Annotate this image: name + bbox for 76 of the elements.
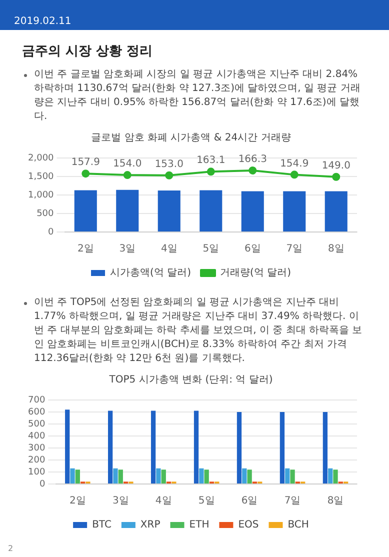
point — [81, 170, 90, 178]
bar — [236, 412, 242, 484]
y-tick-label: 1,000 — [28, 190, 54, 200]
x-tick-label: 3일 — [118, 244, 136, 255]
bar — [118, 470, 122, 484]
y-tick-label: 500 — [27, 419, 45, 430]
bar — [284, 468, 290, 484]
chart-title: TOP5 시가총액 변화 (단위: 억 달러) — [108, 374, 272, 386]
point — [332, 172, 340, 181]
x-tick-label: 4일 — [154, 496, 172, 507]
text: 이번 주 TOP5에 선정된 암호화폐의 일 평균 시가총액은 지난주 대비 1.77% 하락했으며, 일 평균 거래량은 지난주 대비 37.49% 하락했다. 이번 주 대부분의 암호화폐는 하락 추세를 보였으며, 이 중 최대 하락폭을 보인 암호화폐는 비트코인캐시(BCH)로 8.33% 하락하여 주간 최저 가격 112.36달러(한화 약 12만 6천 원)를 기록했다. — [34, 297, 362, 364]
bar — [322, 412, 328, 484]
y-tick-label: 500 — [36, 208, 54, 219]
text: 2019.02.11 — [14, 16, 72, 27]
bar — [198, 468, 204, 484]
bar — [193, 410, 198, 484]
data-label: 153.0 — [154, 158, 183, 170]
point — [122, 171, 131, 180]
data-label: 149.0 — [321, 160, 350, 172]
point — [248, 166, 256, 174]
x-tick-label: 8일 — [327, 244, 344, 255]
x-tick-label: 2일 — [76, 244, 94, 255]
x-tick-label: 5일 — [198, 496, 214, 507]
y-tick-label: 200 — [27, 455, 45, 466]
bar — [328, 468, 332, 484]
legend-label: 시가총액(억 달러) — [110, 268, 191, 279]
x-tick-label: 7일 — [286, 244, 302, 255]
text: 이번 주 글로벌 암호화폐 시장의 일 평균 시가총액은 지난주 대비 2.84% 하락하며 1130.67억 달러(한화 약 127.3조)에 달하였으며, 일 평균 거래량은 지난주 대비 0.95% 하락한 156.87억 달러(한화 약 17.6조)에 달했다. — [34, 69, 360, 122]
chart-title: 글로벌 암호 화폐 시가총액 & 24시간 거래량 — [90, 132, 290, 144]
y-tick-label: 700 — [27, 395, 45, 406]
y-tick-label: 300 — [27, 443, 45, 454]
legend-label: BTC — [92, 520, 111, 531]
bar — [150, 410, 156, 484]
data-label: 163.1 — [196, 155, 225, 166]
bar — [242, 468, 246, 484]
text: 2 — [8, 544, 14, 553]
legend-label: EOS — [238, 520, 258, 531]
text: 금주의 시장 상황 정리 — [22, 43, 154, 60]
y-tick-label: 400 — [27, 431, 45, 442]
y-tick-label: 2,000 — [28, 153, 54, 164]
data-label: 166.3 — [238, 154, 266, 166]
bar — [279, 412, 284, 484]
legend-label: BCH — [287, 520, 308, 531]
point — [206, 168, 214, 176]
legend-label: ETH — [188, 520, 209, 531]
bar — [64, 410, 70, 484]
point — [164, 171, 173, 180]
bar — [108, 410, 112, 484]
data-label: 154.0 — [112, 158, 142, 170]
y-tick-label: 1,500 — [28, 172, 54, 182]
x-tick-label: 6일 — [244, 244, 260, 255]
y-tick-label: 0 — [38, 479, 45, 490]
bar — [112, 468, 118, 484]
x-tick-label: 3일 — [112, 496, 128, 507]
bar — [156, 468, 160, 484]
x-tick-label: 4일 — [160, 244, 177, 255]
legend-label: 거래량(억 달러) — [220, 268, 291, 279]
bar — [246, 470, 252, 484]
legend-label: XRP — [140, 520, 160, 531]
bar — [160, 470, 166, 484]
bar — [204, 470, 208, 484]
data-label: 157.9 — [70, 157, 100, 168]
bar — [70, 468, 74, 484]
bar — [74, 470, 80, 484]
y-tick-label: 100 — [27, 467, 45, 478]
x-tick-label: 7일 — [284, 496, 300, 507]
x-tick-label: 2일 — [68, 496, 86, 507]
data-label: 154.9 — [280, 158, 308, 170]
x-tick-label: 6일 — [240, 496, 258, 507]
x-tick-label: 8일 — [326, 496, 344, 507]
bar — [290, 470, 294, 484]
bar — [332, 470, 338, 484]
y-tick-label: 0 — [48, 227, 54, 238]
x-tick-label: 5일 — [202, 244, 219, 255]
point — [290, 170, 298, 179]
y-tick-label: 600 — [27, 407, 45, 418]
